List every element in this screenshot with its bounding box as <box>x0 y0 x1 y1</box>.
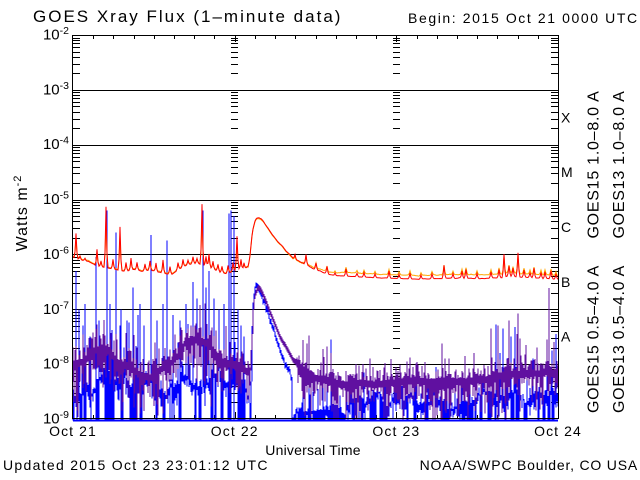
svg-text:Oct 22: Oct 22 <box>211 423 259 439</box>
svg-text:Begin: 2015 Oct 21 0000 UTC: Begin: 2015 Oct 21 0000 UTC <box>408 10 639 26</box>
svg-text:GOES15 1.0–8.0 A: GOES15 1.0–8.0 A <box>586 90 603 238</box>
svg-text:A: A <box>561 329 571 345</box>
svg-text:Oct 21: Oct 21 <box>49 423 97 439</box>
svg-text:Oct 24: Oct 24 <box>534 423 582 439</box>
svg-text:NOAA/SWPC Boulder, CO USA: NOAA/SWPC Boulder, CO USA <box>420 457 638 473</box>
svg-text:GOES Xray Flux (1–minute data): GOES Xray Flux (1–minute data) <box>33 7 342 26</box>
svg-text:B: B <box>561 274 570 290</box>
svg-text:Updated 2015 Oct 23 23:01:12 U: Updated 2015 Oct 23 23:01:12 UTC <box>3 457 269 473</box>
svg-text:M: M <box>561 164 573 180</box>
svg-text:X: X <box>561 109 571 125</box>
svg-text:GOES13 0.5–4.0 A: GOES13 0.5–4.0 A <box>611 265 628 413</box>
svg-text:GOES15 0.5–4.0 A: GOES15 0.5–4.0 A <box>586 265 603 413</box>
svg-text:Universal Time: Universal Time <box>265 442 360 458</box>
svg-text:Oct 23: Oct 23 <box>372 423 420 439</box>
svg-text:C: C <box>561 219 571 235</box>
svg-text:GOES13 1.0–8.0 A: GOES13 1.0–8.0 A <box>611 90 628 238</box>
svg-text:Watts m-2: Watts m-2 <box>12 175 31 252</box>
